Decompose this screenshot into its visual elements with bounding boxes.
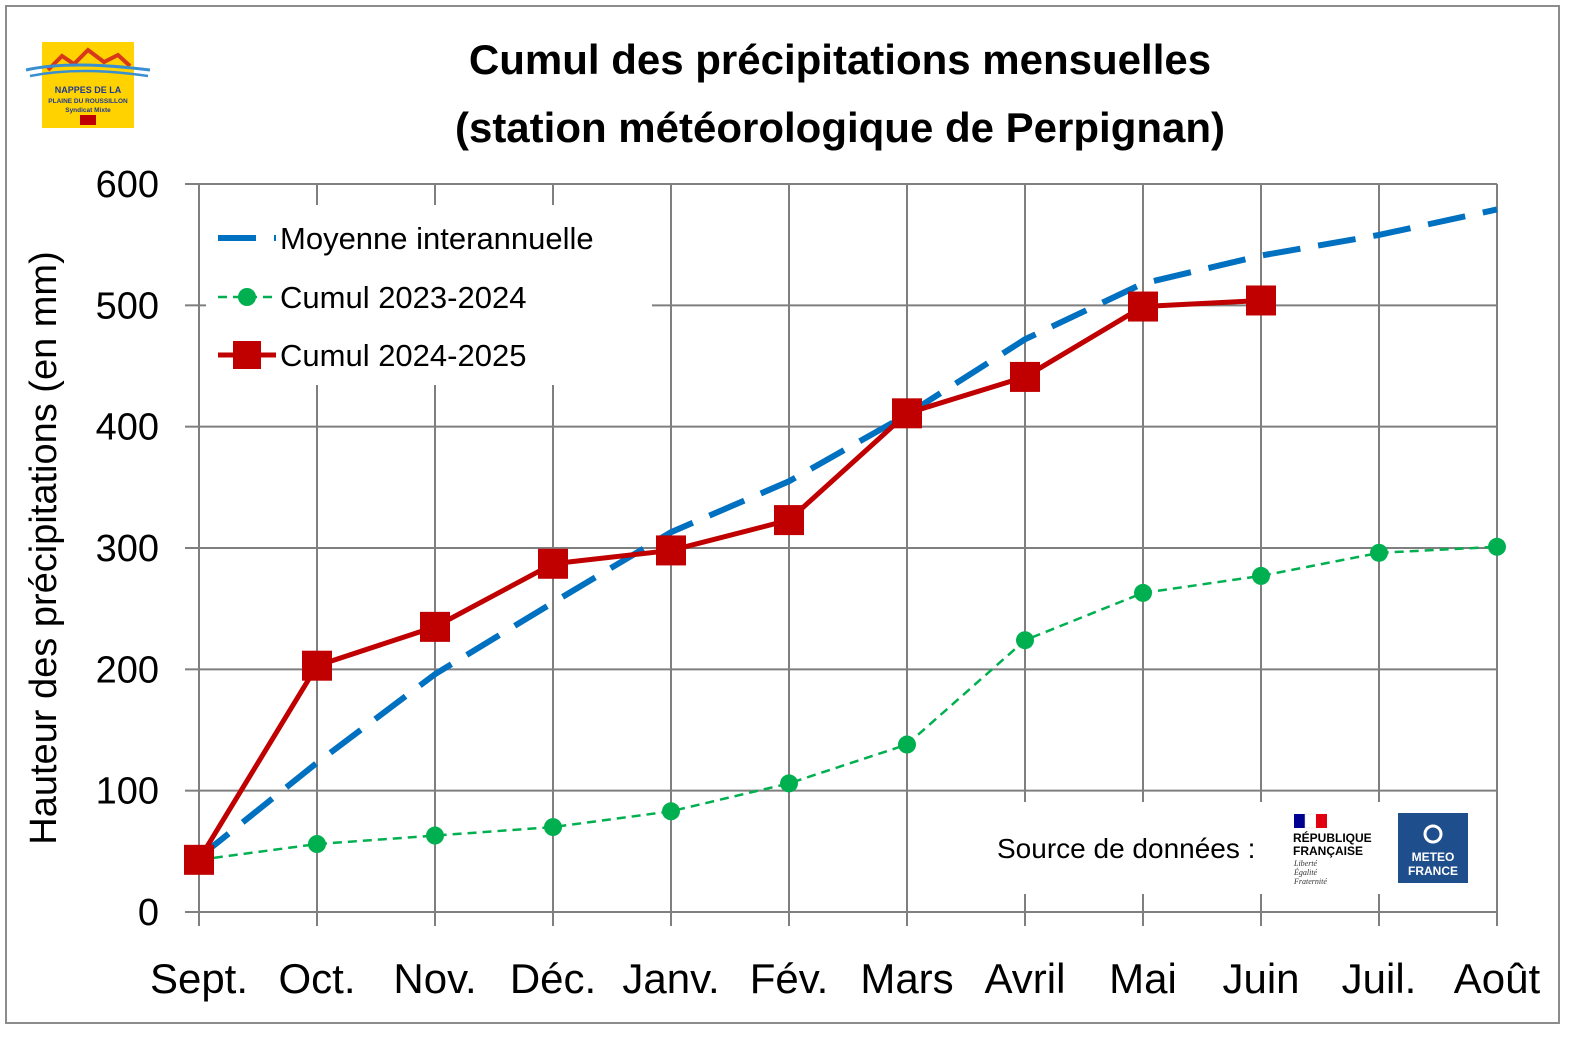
y-tick-label-400: 400 <box>96 407 159 449</box>
point-2024-2025-3 <box>538 548 568 579</box>
republique-francaise-logo: RÉPUBLIQUE FRANÇAISE Liberté Égalité Fra… <box>1293 813 1372 886</box>
legend-label-moyenne: Moyenne interannuelle <box>280 221 594 256</box>
y-tick-label-0: 0 <box>138 892 159 934</box>
nappes-roussillon-logo: NAPPES DE LA PLAINE DU ROUSSILLON Syndic… <box>25 42 151 128</box>
y-tick-label-200: 200 <box>96 649 159 691</box>
point-2023-2024-4 <box>662 802 680 821</box>
axes: 0 100 200 300 400 500 600 Sept. Oct. Nov. Déc. Janv… <box>96 164 1541 1002</box>
x-tick-label-0: Sept. <box>150 955 248 1002</box>
legend-label-2024-2025: Cumul 2024-2025 <box>280 338 526 373</box>
logo-line-3: Syndicat Mixte <box>65 107 111 114</box>
x-tick-label-4: Janv. <box>622 955 719 1002</box>
rf-flag-blue <box>1294 814 1305 828</box>
point-2024-2025-7 <box>1010 361 1040 392</box>
legend-marker-2024-2025 <box>233 341 261 369</box>
logo-flag <box>80 115 96 125</box>
legend: Moyenne interannuelle Cumul 2023-2024 Cumu… <box>218 221 594 373</box>
logo-mountains <box>46 47 132 72</box>
source-background <box>985 802 1475 894</box>
x-tick-label-6: Mars <box>860 955 953 1002</box>
y-tick-label-100: 100 <box>96 771 159 813</box>
point-2023-2024-3 <box>544 818 562 837</box>
point-2023-2024-7 <box>1016 631 1034 650</box>
logo-line-2: PLAINE DU ROUSSILLON <box>48 98 128 105</box>
meteo-france-logo: METEO FRANCE <box>1398 813 1468 883</box>
x-tick-label-3: Déc. <box>510 955 596 1002</box>
rf-motto-3: Fraternité <box>1293 877 1327 886</box>
meteo-line-2: FRANCE <box>1408 864 1458 878</box>
y-tick-label-600: 600 <box>96 164 159 206</box>
x-tick-label-9: Juin <box>1222 955 1299 1002</box>
rf-line-1: RÉPUBLIQUE <box>1293 830 1372 845</box>
point-2024-2025-5 <box>774 505 804 536</box>
x-tick-label-8: Mai <box>1109 955 1177 1002</box>
rf-motto-2: Égalité <box>1293 867 1318 877</box>
point-2024-2025-0 <box>184 844 214 875</box>
meteo-france-emblem-icon <box>1423 824 1443 844</box>
source-block: Source de données : RÉPUBLIQUE FRANÇAISE… <box>985 802 1475 894</box>
source-label: Source de données : <box>997 833 1255 864</box>
x-tick-label-10: Juil. <box>1342 955 1417 1002</box>
y-axis-label: Hauteur des précipitations (en mm) <box>23 251 65 844</box>
point-2023-2024-1 <box>308 835 326 854</box>
logo-wave-2 <box>29 69 149 78</box>
x-tick-label-7: Avril <box>985 955 1066 1002</box>
rf-flag-red <box>1316 814 1327 828</box>
point-2024-2025-9 <box>1246 285 1276 316</box>
point-2023-2024-5 <box>780 774 798 793</box>
y-tick-label-500: 500 <box>96 285 159 327</box>
legend-background <box>206 205 652 385</box>
x-tick-label-2: Nov. <box>393 955 476 1002</box>
x-tick-label-11: Août <box>1454 955 1541 1002</box>
y-tick-label-300: 300 <box>96 528 159 570</box>
point-2023-2024-8 <box>1134 583 1152 602</box>
rf-line-2: FRANÇAISE <box>1293 844 1363 858</box>
rf-flag-white <box>1304 813 1317 829</box>
logo-line-1: NAPPES DE LA <box>55 85 122 95</box>
x-tick-label-5: Fév. <box>750 955 829 1002</box>
rf-motto-1: Liberté <box>1293 859 1318 868</box>
chart-title-line-2: (station météorologique de Perpignan) <box>455 104 1225 151</box>
x-tick-label-1: Oct. <box>278 955 355 1002</box>
point-2023-2024-11 <box>1488 537 1506 556</box>
series-2024-2025-line <box>196 297 1262 862</box>
point-2024-2025-2 <box>420 611 450 642</box>
point-2023-2024-10 <box>1370 543 1388 562</box>
logo-wave-1 <box>25 63 151 72</box>
point-2023-2024-9 <box>1252 566 1270 585</box>
point-2024-2025-4 <box>656 535 686 566</box>
series-2023-2024-line <box>198 545 1498 862</box>
point-2024-2025-1 <box>302 650 332 681</box>
point-2024-2025-6 <box>892 398 922 429</box>
point-2024-2025-8 <box>1128 291 1158 322</box>
chart-title-line-1: Cumul des précipitations mensuelles <box>469 36 1211 83</box>
series-moyenne-line <box>197 206 1498 860</box>
series <box>184 206 1506 875</box>
point-2023-2024-6 <box>898 735 916 754</box>
legend-marker-2023-2024 <box>238 288 256 306</box>
legend-label-2023-2024: Cumul 2023-2024 <box>280 280 526 315</box>
point-2023-2024-2 <box>426 826 444 845</box>
meteo-line-1: METEO <box>1412 850 1455 864</box>
legend-box <box>206 205 652 385</box>
